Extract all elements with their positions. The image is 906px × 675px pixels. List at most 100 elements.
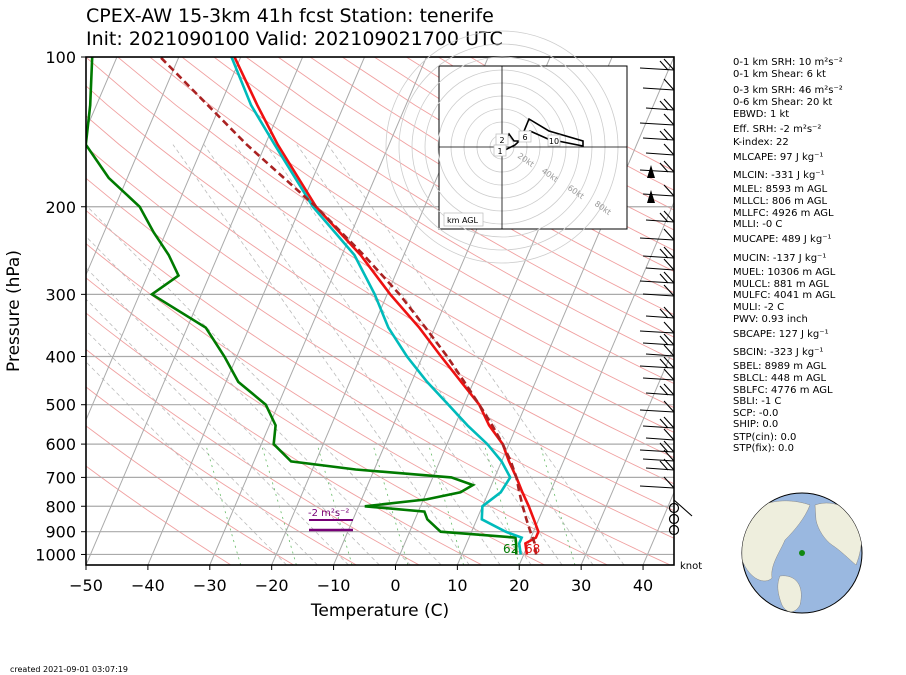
hodograph-height-label: 1 xyxy=(497,147,502,156)
index-line: 0-3 km SRH: 46 m²s⁻² xyxy=(733,85,843,96)
series-wetbulb xyxy=(230,57,524,555)
index-line: STP(cin): 0.0 xyxy=(733,432,797,443)
dry-adiabat xyxy=(86,386,357,565)
y-tick-label: 700 xyxy=(45,468,76,487)
barb-flag xyxy=(663,306,675,319)
barb-flag xyxy=(663,184,675,197)
barb-staff xyxy=(645,152,675,156)
barb-staff xyxy=(642,193,675,197)
index-line: MLEL: 8593 m AGL xyxy=(733,184,828,195)
hodograph-height-box xyxy=(547,134,561,147)
dry-adiabat xyxy=(213,57,674,338)
chart-title-line1: CPEX-AW 15-3km 41h fcst Station: tenerif… xyxy=(86,5,494,27)
barb-staff xyxy=(639,449,675,453)
pennant-flag xyxy=(647,165,655,178)
isotherm xyxy=(209,57,427,565)
barb-flag xyxy=(663,344,675,357)
mixing-ratio-line xyxy=(428,443,464,565)
surface-temperature-label: 68 xyxy=(525,542,540,556)
index-line: 0-1 km Shear: 6 kt xyxy=(733,69,826,80)
barb-staff xyxy=(642,255,675,259)
wind-barb xyxy=(642,416,675,429)
wind-barb xyxy=(645,210,675,223)
wind-barb xyxy=(642,368,675,381)
y-tick-label: 600 xyxy=(45,435,76,454)
wind-barb xyxy=(645,383,675,396)
hodograph-height-label: 6 xyxy=(522,133,527,142)
barb-flag xyxy=(663,98,675,111)
index-line: SBLCL: 448 m AGL xyxy=(733,373,827,384)
barb-flag xyxy=(659,248,669,259)
wind-barb xyxy=(645,98,675,111)
index-line: MUCAPE: 489 J kg⁻¹ xyxy=(733,234,832,245)
y-tick-label: 800 xyxy=(45,497,76,516)
barb-flag xyxy=(659,418,669,429)
barb-staff xyxy=(645,467,675,471)
barb-flag xyxy=(663,428,675,441)
series-dewpoint xyxy=(86,57,518,555)
dry-adiabat xyxy=(86,177,674,539)
srh-bar-label: -2 m²s⁻² xyxy=(308,508,349,519)
y-tick-label: 900 xyxy=(45,523,76,542)
isotherm xyxy=(580,346,674,565)
isotherm xyxy=(86,57,242,422)
index-line: SHIP: 0.0 xyxy=(733,419,779,430)
barb-flag xyxy=(663,128,675,141)
x-tick-label: −40 xyxy=(131,576,165,595)
index-line: SBEL: 8989 m AGL xyxy=(733,361,827,372)
plot-frame xyxy=(85,56,675,566)
wind-barb xyxy=(642,333,675,346)
index-line: SBLI: -1 C xyxy=(733,396,782,407)
wind-barb xyxy=(639,440,675,453)
hodograph-height-label: 2 xyxy=(499,136,504,145)
wind-barb xyxy=(642,184,675,197)
index-line: MLCIN: -331 J kg⁻¹ xyxy=(733,170,825,181)
barb-staff xyxy=(645,219,675,223)
dry-adiabat xyxy=(86,209,671,565)
wind-barb xyxy=(645,428,675,441)
wind-barb xyxy=(639,113,675,126)
barb-flag xyxy=(663,258,675,271)
barb-flag xyxy=(659,385,669,396)
isotherm xyxy=(86,57,180,276)
wind-barb xyxy=(639,400,675,413)
globe-land xyxy=(742,500,862,612)
index-line: STP(fix): 0.0 xyxy=(733,443,794,454)
barb-flag xyxy=(663,383,675,396)
barb-flag xyxy=(659,130,669,141)
index-line: PWV: 0.93 inch xyxy=(733,314,808,325)
index-line: MLCAPE: 97 J kg⁻¹ xyxy=(733,152,824,163)
wind-barb xyxy=(645,306,675,319)
pennant-flag xyxy=(647,190,655,203)
created-timestamp: created 2021-09-01 03:07:19 xyxy=(10,665,128,674)
dry-adiabat xyxy=(86,57,674,433)
x-tick-label: −30 xyxy=(193,576,227,595)
barb-staff xyxy=(642,377,675,381)
barb-flag xyxy=(663,113,675,126)
barb-flag xyxy=(659,212,669,223)
barb-staff xyxy=(645,267,675,271)
hodograph-legend-box xyxy=(443,212,484,227)
x-tick-label: 0 xyxy=(390,576,400,595)
barb-flag xyxy=(663,368,675,381)
dry-adiabat xyxy=(86,425,294,565)
dry-adiabat xyxy=(86,243,608,565)
x-tick-label: −10 xyxy=(317,576,351,595)
y-axis-label: Pressure (hPa) xyxy=(4,250,24,372)
barb-staff xyxy=(642,293,675,297)
index-line: K-index: 22 xyxy=(733,137,789,148)
index-line: 0-1 km SRH: 10 m²s⁻² xyxy=(733,57,843,68)
dry-adiabat xyxy=(277,57,674,294)
index-line: SBCAPE: 127 J kg⁻¹ xyxy=(733,329,829,340)
barb-staff xyxy=(639,409,675,413)
dry-adiabat xyxy=(86,312,483,565)
wind-barb xyxy=(642,246,675,259)
index-line: MLLFC: 4926 m AGL xyxy=(733,208,834,219)
chart-title-line2: Init: 2021090100 Valid: 202109021700 UTC xyxy=(86,28,503,50)
y-tick-label: 400 xyxy=(45,348,76,367)
barb-staff xyxy=(642,87,675,91)
isotherm xyxy=(518,200,674,565)
index-line: MULI: -2 C xyxy=(733,302,785,313)
barb-flag xyxy=(663,321,675,334)
